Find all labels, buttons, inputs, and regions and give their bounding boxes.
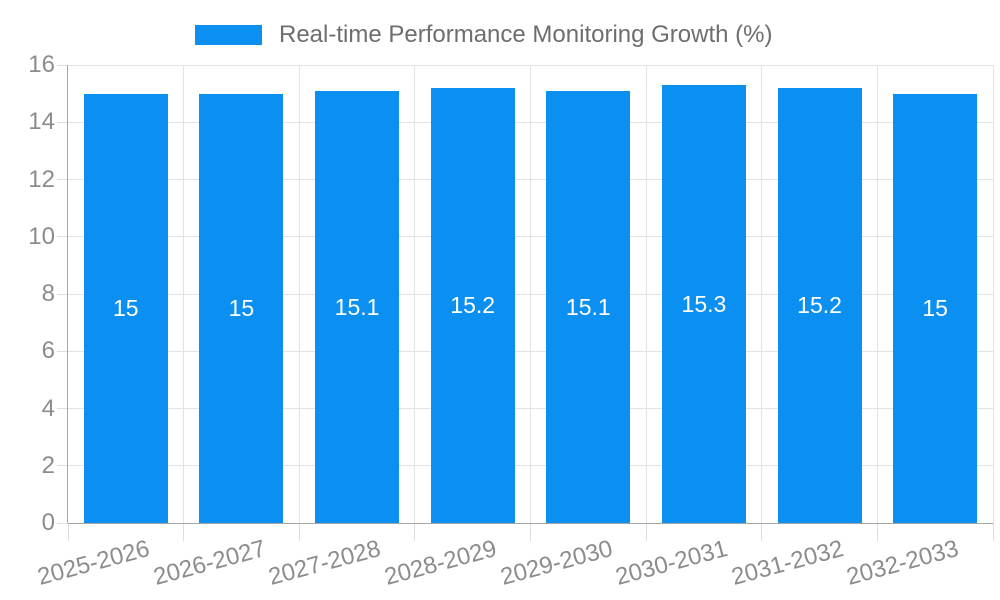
bar[interactable] [546, 90, 631, 523]
x-category-label: 2029-2030 [497, 535, 616, 591]
y-axis-tick [57, 465, 68, 467]
gridline-vertical [183, 65, 185, 523]
x-axis-tick [67, 523, 69, 541]
y-axis-tick [57, 64, 68, 66]
bar[interactable] [430, 87, 515, 523]
bar[interactable] [777, 87, 862, 523]
x-category-label: 2030-2031 [612, 535, 731, 591]
y-axis-tick [57, 121, 68, 123]
bar-value-label: 15 [228, 295, 255, 322]
y-tick-label: 4 [41, 394, 55, 422]
legend-label: Real-time Performance Monitoring Growth … [279, 21, 773, 48]
x-axis-tick [992, 523, 994, 541]
x-axis-tick [530, 523, 531, 541]
gridline-vertical [298, 65, 300, 523]
bar-value-label: 15.2 [797, 292, 842, 319]
bar[interactable] [661, 85, 746, 523]
y-tick-label: 2 [41, 451, 55, 479]
y-axis-line [67, 65, 68, 523]
gridline-vertical [645, 65, 647, 523]
y-axis-tick [57, 350, 68, 352]
y-tick-label: 16 [28, 51, 55, 78]
bar[interactable] [83, 93, 168, 523]
x-axis-tick [876, 523, 878, 541]
x-category-label: 2028-2029 [381, 535, 500, 591]
y-axis-tick [57, 236, 68, 238]
y-tick-label: 8 [41, 280, 55, 307]
x-axis-tick [414, 523, 416, 541]
bar-value-label: 15 [922, 295, 948, 322]
bar-value-label: 15.3 [681, 291, 727, 318]
gridline-vertical [414, 65, 416, 523]
x-axis-tick [298, 523, 300, 541]
bar-value-label: 15.2 [450, 292, 496, 319]
gridline-vertical [530, 65, 531, 523]
bar[interactable] [199, 93, 284, 523]
bar[interactable] [893, 93, 978, 523]
y-tick-label: 0 [41, 509, 55, 536]
y-axis-tick [57, 408, 68, 409]
bar-value-label: 15.1 [565, 293, 611, 320]
chart-legend[interactable]: Real-time Performance Monitoring Growth … [195, 17, 773, 53]
gridline-vertical [876, 65, 878, 523]
bar-value-label: 15.1 [334, 293, 380, 320]
x-axis-tick [183, 523, 185, 541]
x-axis-tick [761, 523, 763, 541]
y-axis-tick [57, 179, 68, 180]
bar[interactable] [315, 90, 400, 523]
bar-value-label: 15 [113, 295, 139, 322]
x-axis-tick [645, 523, 647, 541]
y-axis-tick [57, 293, 68, 295]
legend-swatch [195, 25, 262, 45]
x-axis-line [68, 523, 993, 524]
x-category-label: 2027-2028 [265, 535, 384, 591]
y-tick-label: 10 [28, 222, 55, 250]
y-tick-label: 14 [28, 108, 55, 136]
x-category-label: 2025-2026 [34, 535, 153, 591]
y-axis-tick [57, 522, 68, 524]
x-category-label: 2032-2033 [844, 535, 962, 591]
gridline-vertical [761, 65, 763, 523]
gridline-vertical [992, 65, 994, 523]
x-category-label: 2031-2032 [728, 535, 847, 591]
x-category-label: 2026-2027 [150, 535, 269, 591]
y-tick-label: 6 [41, 337, 55, 365]
y-tick-label: 12 [28, 165, 55, 193]
